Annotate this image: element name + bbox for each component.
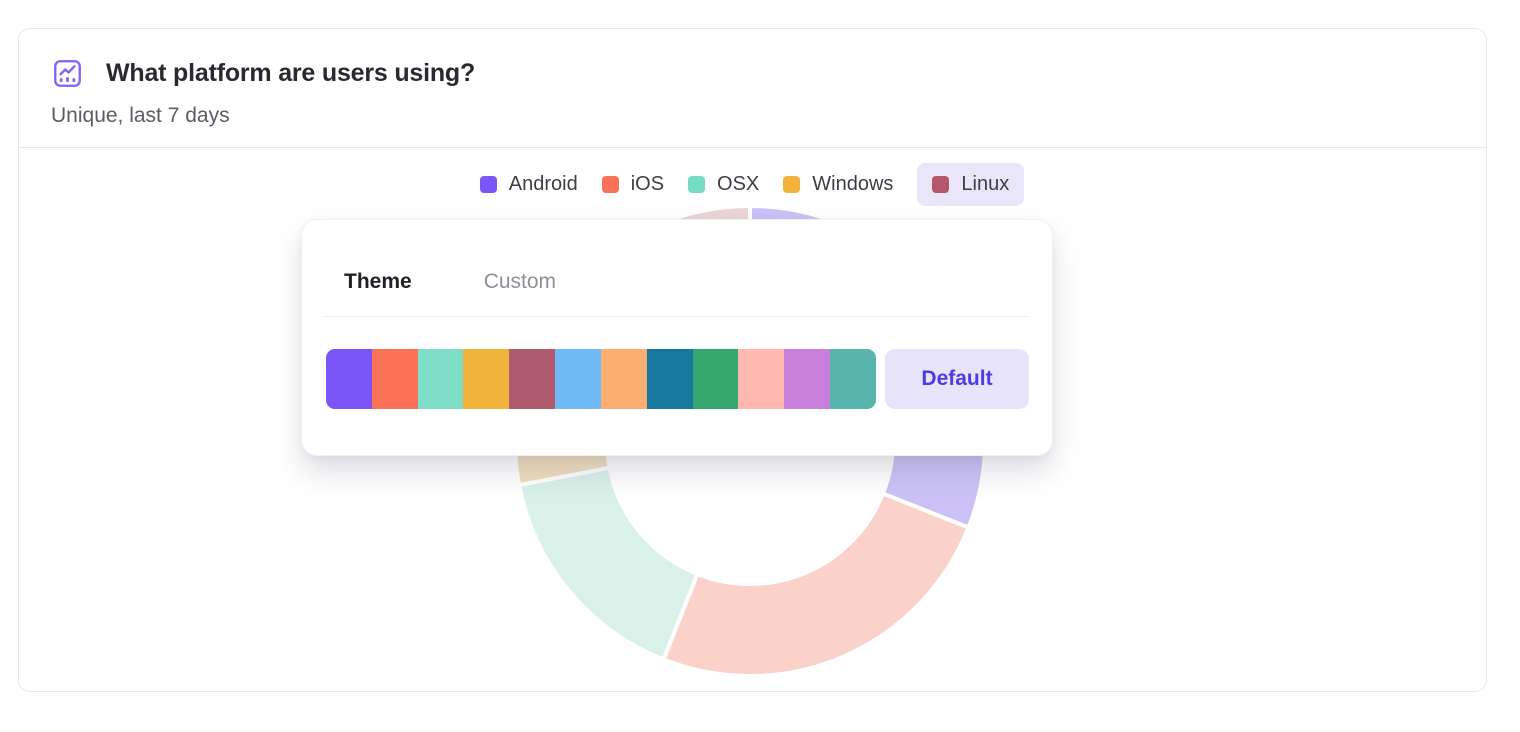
platform-usage-card: What platform are users using? Unique, l… (18, 28, 1487, 692)
palette-swatch-1[interactable] (326, 349, 372, 409)
line-chart-icon (54, 60, 81, 87)
legend-swatch-ios (601, 176, 619, 193)
header-divider (19, 147, 1486, 148)
legend-label: iOS (630, 173, 665, 195)
palette-swatch-6[interactable] (555, 349, 601, 409)
chart-legend: Android iOS OSX Windows Linux (19, 163, 1485, 206)
default-theme-button[interactable]: Default (885, 349, 1029, 409)
legend-item-windows[interactable]: Windows (783, 163, 893, 206)
palette-swatch-5[interactable] (509, 349, 556, 409)
palette-swatch-4[interactable] (463, 349, 510, 409)
palette-swatch-9[interactable] (692, 349, 739, 409)
palette-swatch-10[interactable] (738, 349, 785, 409)
legend-label: Android (508, 173, 578, 195)
palette-swatch-8[interactable] (646, 349, 693, 409)
legend-swatch-android (479, 176, 497, 193)
tab-custom[interactable]: Custom (483, 270, 557, 293)
legend-swatch-windows (783, 176, 801, 193)
palette-row: Default (302, 317, 1052, 409)
theme-palette-strip[interactable] (326, 349, 876, 409)
card-subtitle: Unique, last 7 days (51, 104, 230, 127)
palette-swatch-3[interactable] (417, 349, 464, 409)
popover-divider (323, 316, 1028, 317)
chart-area: Android iOS OSX Windows Linux Theme Custom D… (19, 149, 1485, 692)
popover-tabs: Theme Custom (302, 220, 1052, 294)
legend-item-linux[interactable]: Linux (917, 163, 1025, 206)
tab-theme[interactable]: Theme (344, 270, 412, 293)
legend-label: Windows (812, 173, 894, 195)
palette-swatch-7[interactable] (600, 349, 647, 409)
palette-swatch-2[interactable] (371, 349, 418, 409)
color-theme-popover: Theme Custom Default (301, 219, 1053, 456)
legend-label: OSX (717, 173, 760, 195)
card-title: What platform are users using? (106, 59, 476, 87)
legend-label: Linux (961, 173, 1010, 195)
legend-swatch-osx (688, 176, 706, 193)
palette-swatch-12[interactable] (830, 349, 876, 409)
legend-item-osx[interactable]: OSX (688, 163, 759, 206)
legend-swatch-linux (932, 176, 950, 193)
legend-item-android[interactable]: Android (479, 163, 578, 206)
palette-swatch-11[interactable] (784, 349, 831, 409)
donut-segment-ios[interactable] (661, 491, 971, 679)
legend-item-ios[interactable]: iOS (601, 163, 665, 206)
donut-segment-osx[interactable] (517, 465, 700, 662)
card-header: What platform are users using? Unique, l… (19, 29, 1486, 148)
